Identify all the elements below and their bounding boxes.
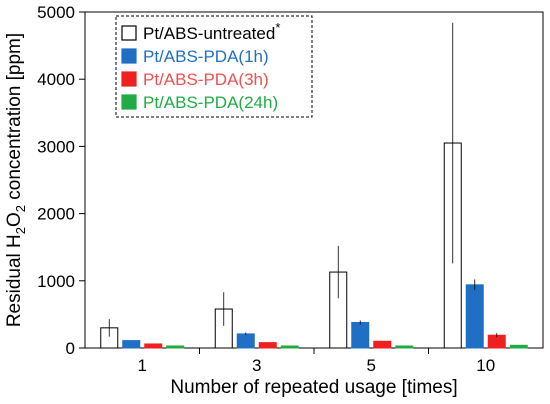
legend-box <box>115 15 313 118</box>
legend-label: Pt/ABS-PDA(3h) <box>143 70 269 89</box>
axes-group: 0 1000 2000 3000 4000 5000 1 3 5 10 <box>37 3 495 375</box>
legend: Pt/ABS-untreated* Pt/ABS-PDA(1h) Pt/ABS-PD… <box>115 15 313 118</box>
x-tick-label: 5 <box>367 356 376 375</box>
legend-swatch <box>121 71 137 87</box>
bar <box>280 345 299 349</box>
y-axis-label-mid: O <box>4 212 25 227</box>
y-axis-label-sub2: 2 <box>13 205 28 212</box>
bar <box>509 344 528 349</box>
legend-label: Pt/ABS-PDA(1h) <box>143 47 269 66</box>
legend-label: Pt/ABS-PDA(24h) <box>143 93 278 112</box>
legend-marker: * <box>275 20 280 35</box>
x-tick-label: 3 <box>252 356 261 375</box>
legend-label: Pt/ABS-untreated* <box>143 20 280 43</box>
bar <box>351 321 370 349</box>
y-tick-label: 3000 <box>37 137 75 156</box>
x-axis-label: Number of repeated usage [times] <box>170 377 457 398</box>
bar <box>122 340 141 349</box>
bar <box>236 333 255 349</box>
y-tick-label: 0 <box>66 339 75 358</box>
y-tick-label: 2000 <box>37 205 75 224</box>
bar <box>144 343 163 349</box>
y-axis-label-sub1: 2 <box>13 227 28 234</box>
y-axis-label-post: concentration [ppm] <box>4 33 25 205</box>
x-tick-label: 1 <box>138 356 147 375</box>
y-tick-label: 5000 <box>37 3 75 22</box>
bar <box>258 342 277 349</box>
bar <box>373 340 392 349</box>
x-tick-label: 10 <box>476 356 495 375</box>
bar <box>465 284 484 349</box>
y-tick-label: 1000 <box>37 272 75 291</box>
bar <box>395 345 414 349</box>
legend-swatch <box>121 48 137 64</box>
legend-swatch <box>121 25 137 41</box>
bars-group <box>100 22 528 349</box>
y-tick-label: 4000 <box>37 70 75 89</box>
y-axis-label-pre: Residual H <box>4 234 25 327</box>
y-axis-label: Residual H2O2 concentration [ppm] <box>4 33 28 327</box>
bar <box>166 345 185 349</box>
legend-swatch <box>121 94 137 110</box>
